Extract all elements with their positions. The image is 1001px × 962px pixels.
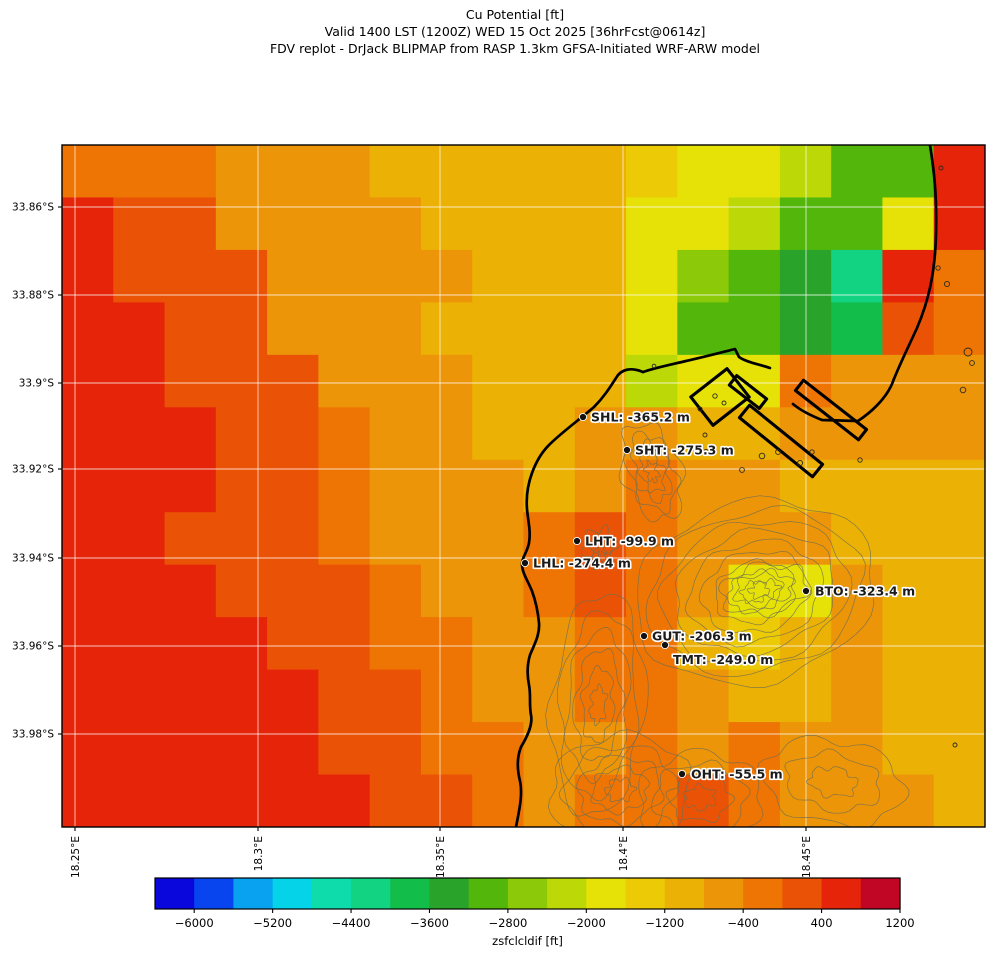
station-oht: OHT: -55.5 m — [677, 765, 784, 783]
y-axis: 33.86°S 33.88°S 33.9°S 33.92°S 33.94°S 33.96°… — [12, 202, 62, 741]
station-shl: SHL: -365.2 m — [578, 408, 691, 426]
colorbar-axis-label: zsfclcldif [ft] — [492, 934, 563, 948]
colorbar-tick-label: −5200 — [253, 916, 292, 930]
y-tick-label: 33.86°S — [12, 202, 54, 214]
station-label-gut: GUT: -206.3 m — [652, 629, 752, 644]
colorbar: −6000 −5200 −4400 −3600 −2800 −2000 −1200 −400 4… — [154, 877, 915, 948]
plot-valid-time: Valid 1400 LST (1200Z) WED 15 Oct 2025 [… — [325, 24, 706, 39]
station-dot-oht — [677, 769, 687, 779]
station-dot-bto — [801, 586, 811, 596]
station-lht: LHT: -99.9 m — [572, 532, 676, 550]
station-label-shl: SHL: -365.2 m — [591, 410, 690, 425]
station-label-tmt: TMT: -249.0 m — [673, 652, 773, 667]
y-tick-label: 33.92°S — [12, 464, 54, 476]
y-tick-label: 33.88°S — [12, 290, 54, 302]
station-bto: BTO: -323.4 m — [801, 582, 917, 600]
terrain-contours — [545, 422, 910, 827]
station-dot-gut — [639, 631, 649, 641]
station-gut: GUT: -206.3 m — [639, 627, 753, 645]
station-label-sht: SHT: -275.3 m — [635, 443, 734, 458]
y-tick-label: 33.96°S — [12, 641, 54, 653]
station-dot-lhl — [520, 558, 530, 568]
station-dot-shl — [578, 412, 588, 422]
map-raster — [62, 145, 985, 827]
colorbar-tick-label: −2800 — [488, 916, 527, 930]
plot-model-info: FDV replot - DrJack BLIPMAP from RASP 1.… — [270, 41, 760, 56]
station-label-bto: BTO: -323.4 m — [815, 584, 915, 599]
map-frame — [61, 144, 986, 828]
station-label-oht: OHT: -55.5 m — [691, 767, 783, 782]
x-axis: 18.25°E 18.3°E 18.35°E 18.4°E 18.45°E — [70, 827, 813, 878]
station-label-lhl: LHL: -274.4 m — [533, 556, 631, 571]
colorbar-tick-label: −3600 — [410, 916, 449, 930]
x-tick-label: 18.25°E — [70, 836, 82, 878]
station-markers: SHL: -365.2 m SHT: -275.3 m LHT: -99.9 m LH… — [520, 408, 917, 783]
map-gridlines — [62, 145, 985, 827]
y-tick-label: 33.98°S — [12, 729, 54, 741]
station-dot-sht — [622, 445, 632, 455]
station-dot-tmt — [660, 640, 670, 650]
harbor-structures — [651, 165, 975, 748]
colorbar-tick-label: −2000 — [567, 916, 606, 930]
y-tick-label: 33.9°S — [19, 378, 55, 390]
colorbar-tick-label: 400 — [811, 916, 833, 930]
plot-title: Cu Potential [ft] — [466, 7, 564, 22]
station-label-lht: LHT: -99.9 m — [585, 534, 674, 549]
colorbar-tick-label: −4400 — [332, 916, 371, 930]
colorbar-tick-label: −6000 — [175, 916, 214, 930]
colorbar-tick-label: −400 — [727, 916, 759, 930]
colorbar-tick-label: −1200 — [645, 916, 684, 930]
x-tick-label: 18.3°E — [253, 836, 265, 871]
x-tick-label: 18.35°E — [435, 836, 447, 878]
x-tick-label: 18.4°E — [618, 836, 630, 871]
station-lhl: LHL: -274.4 m — [520, 554, 632, 572]
colorbar-tick-label: 1200 — [885, 916, 914, 930]
x-tick-label: 18.45°E — [801, 836, 813, 878]
y-tick-label: 33.94°S — [12, 553, 54, 565]
station-tmt: TMT: -249.0 m — [660, 640, 775, 669]
station-dot-lht — [572, 536, 582, 546]
station-sht: SHT: -275.3 m — [622, 441, 735, 459]
